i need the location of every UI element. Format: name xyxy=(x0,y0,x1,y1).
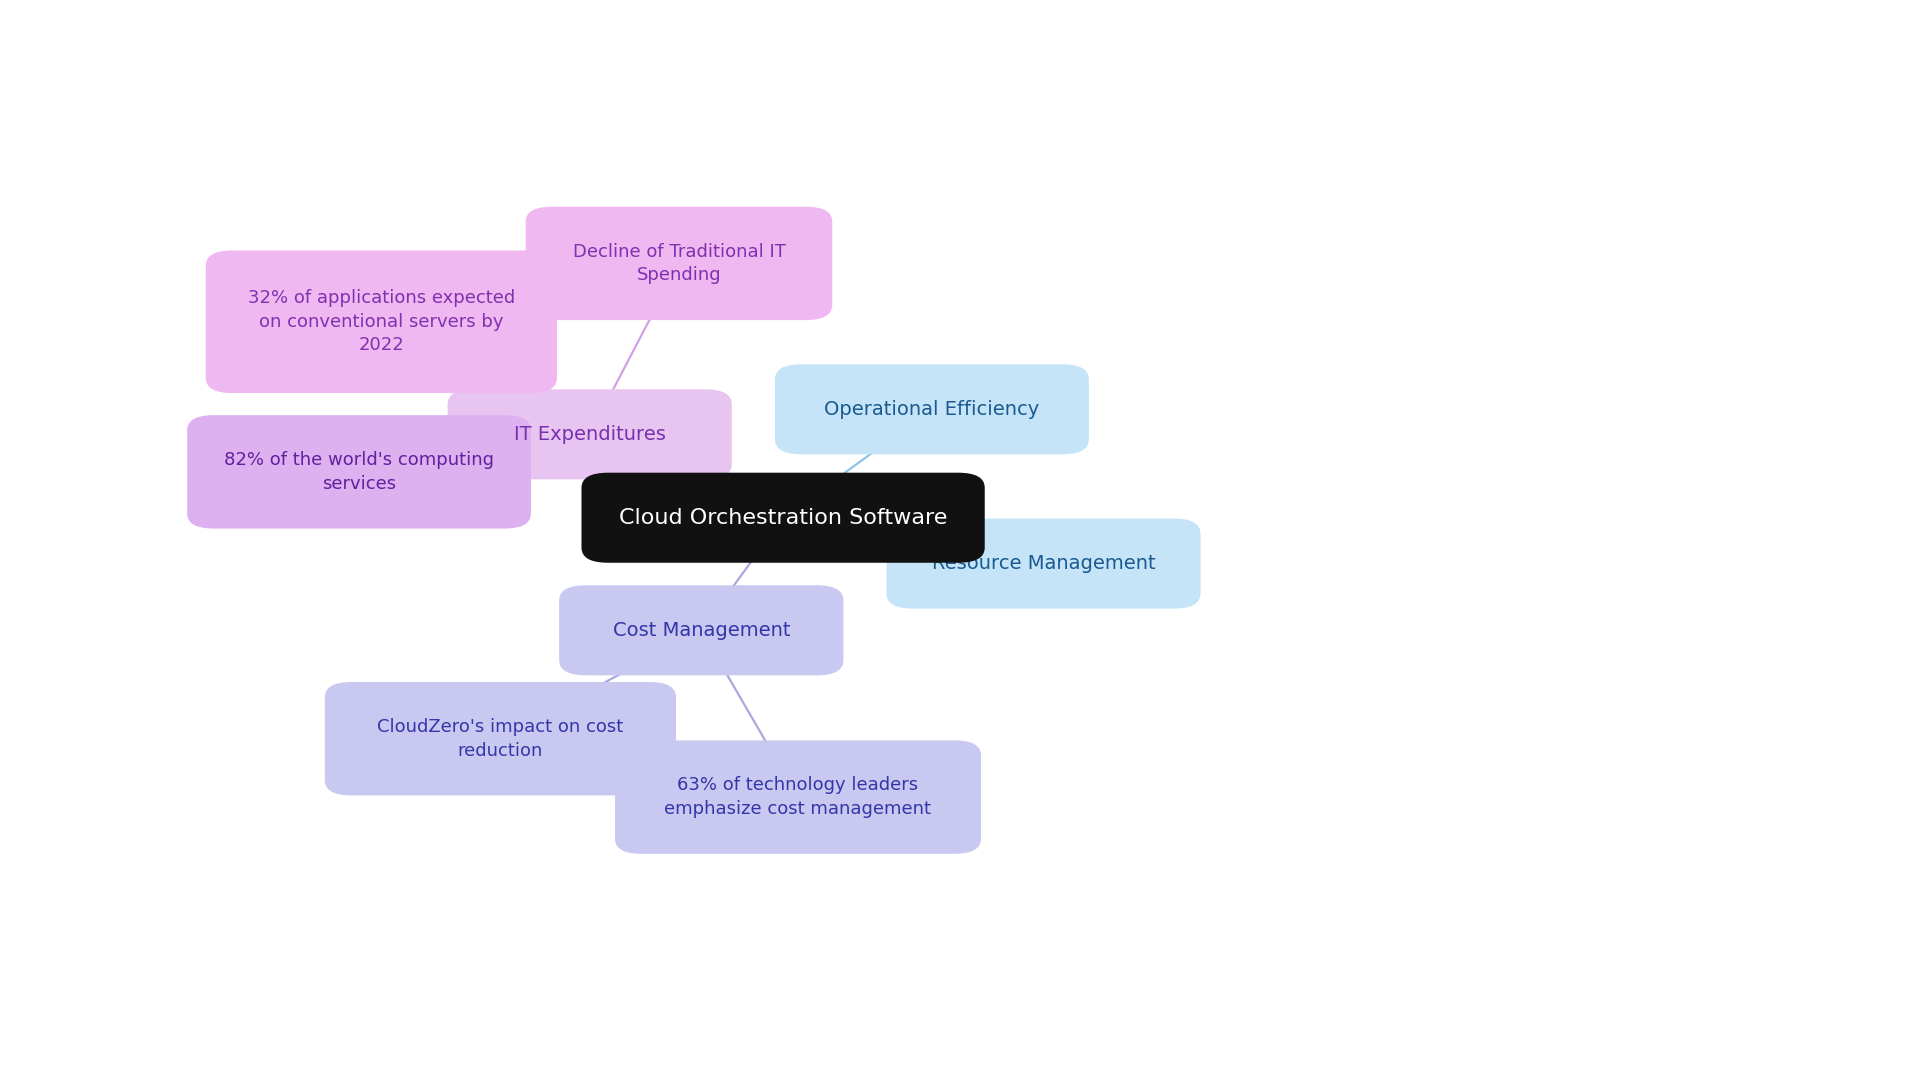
Text: Decline of Traditional IT
Spending: Decline of Traditional IT Spending xyxy=(572,243,785,284)
Text: Cloud Orchestration Software: Cloud Orchestration Software xyxy=(618,508,947,527)
FancyBboxPatch shape xyxy=(887,519,1200,609)
FancyBboxPatch shape xyxy=(582,472,985,563)
Text: CloudZero's impact on cost
reduction: CloudZero's impact on cost reduction xyxy=(376,718,624,759)
Text: Resource Management: Resource Management xyxy=(931,554,1156,573)
FancyBboxPatch shape xyxy=(559,585,843,676)
FancyBboxPatch shape xyxy=(447,389,732,480)
FancyBboxPatch shape xyxy=(776,364,1089,455)
Text: IT Expenditures: IT Expenditures xyxy=(515,425,666,444)
FancyBboxPatch shape xyxy=(526,207,831,321)
Text: Operational Efficiency: Operational Efficiency xyxy=(824,400,1039,419)
Text: 63% of technology leaders
emphasize cost management: 63% of technology leaders emphasize cost… xyxy=(664,777,931,818)
FancyBboxPatch shape xyxy=(324,682,676,795)
FancyBboxPatch shape xyxy=(186,415,532,529)
Text: Cost Management: Cost Management xyxy=(612,621,789,640)
Text: 32% of applications expected
on conventional servers by
2022: 32% of applications expected on conventi… xyxy=(248,289,515,354)
FancyBboxPatch shape xyxy=(205,250,557,393)
Text: 82% of the world's computing
services: 82% of the world's computing services xyxy=(225,451,493,493)
FancyBboxPatch shape xyxy=(614,741,981,853)
